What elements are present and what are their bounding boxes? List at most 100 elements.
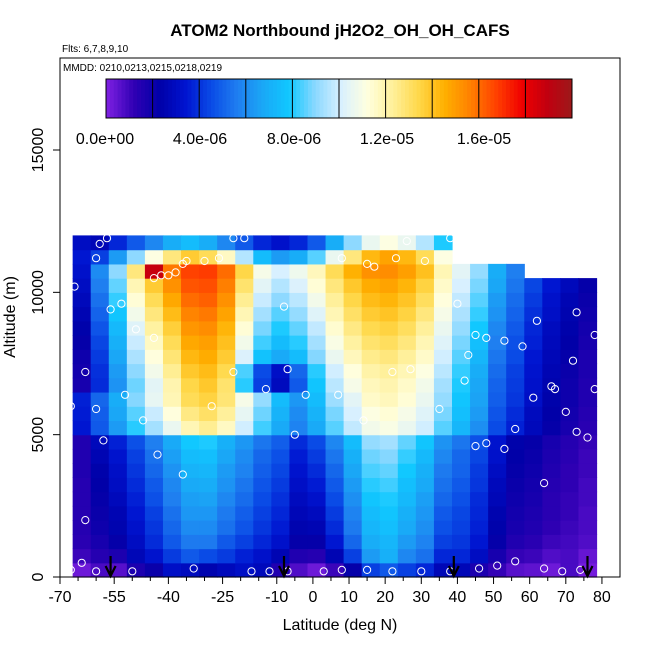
heatmap-cell: [289, 306, 309, 322]
heatmap-cell: [199, 278, 218, 293]
colorbar-segment: [560, 79, 565, 118]
heatmap-cell: [289, 263, 309, 279]
heatmap-cell: [181, 306, 200, 322]
heatmap-cell: [162, 505, 182, 521]
heatmap-cell: [271, 434, 291, 450]
heatmap-cell: [253, 335, 272, 350]
heatmap-cell: [199, 434, 218, 450]
heatmap-cell: [72, 406, 92, 422]
heatmap-cell: [253, 320, 272, 336]
heatmap-cell: [361, 548, 381, 564]
heatmap-cell: [343, 292, 363, 308]
heatmap-cell: [253, 278, 272, 293]
colorbar-segment: [451, 79, 456, 118]
heatmap-cell: [506, 335, 525, 350]
heatmap-cell: [108, 548, 128, 564]
colorbar-segment: [478, 79, 484, 118]
heatmap-cell: [181, 548, 200, 564]
colorbar-segment: [494, 79, 499, 118]
heatmap-cell: [253, 363, 272, 379]
heatmap-cell: [199, 448, 218, 464]
heatmap-cell: [181, 335, 200, 350]
heatmap-cell: [397, 520, 417, 535]
heatmap-cell: [488, 463, 507, 478]
x-tick-label: 0: [308, 589, 317, 606]
observation-point: [558, 567, 567, 576]
heatmap-cell: [488, 349, 507, 365]
heatmap-cell: [271, 420, 291, 436]
colorbar-segment: [269, 79, 274, 118]
heatmap-cell: [108, 377, 128, 393]
heatmap-cell: [560, 377, 580, 393]
heatmap-cell: [343, 448, 363, 464]
heatmap-cell: [108, 391, 128, 407]
colorbar-segment: [397, 79, 402, 118]
heatmap-cell: [144, 420, 164, 436]
heatmap-cell: [199, 491, 218, 507]
heatmap-cell: [452, 434, 471, 450]
heatmap-cells: [72, 235, 598, 578]
heatmap-cell: [361, 235, 381, 251]
heatmap-cell: [470, 562, 489, 578]
colorbar-segment: [505, 79, 511, 118]
heatmap-cell: [144, 434, 164, 450]
heatmap-cell: [307, 278, 327, 293]
observation-point: [283, 365, 292, 374]
colorbar-segment: [172, 79, 177, 118]
observation-points: [59, 234, 607, 576]
heatmap-cell: [343, 491, 363, 507]
colorbar-segment: [568, 79, 573, 118]
heatmap-cell: [560, 505, 580, 521]
heatmap-cell: [379, 505, 399, 521]
colorbar-segment: [210, 79, 216, 118]
heatmap-cell: [162, 548, 182, 564]
heatmap-cell: [542, 377, 561, 393]
heatmap-cell: [452, 534, 471, 550]
heatmap-cell: [72, 477, 92, 493]
heatmap-cell: [253, 477, 272, 493]
heatmap-cell: [289, 463, 309, 478]
heatmap-cell: [452, 349, 471, 365]
observation-point: [388, 367, 397, 377]
heatmap-cell: [488, 363, 507, 379]
heatmap-cell: [415, 263, 435, 279]
heatmap-cell: [90, 548, 110, 564]
observation-point: [471, 442, 480, 451]
colorbar: 0.0e+00 4.0e-06 8.0e-06 1.2e-05 1.6e-05: [76, 78, 573, 148]
heatmap-cell: [199, 420, 218, 436]
heatmap-cell: [271, 406, 291, 422]
heatmap-cell: [361, 406, 381, 422]
colorbar-segment: [164, 79, 169, 118]
heatmap-cell: [415, 420, 435, 436]
observation-point: [189, 564, 198, 573]
heatmap-cell: [253, 448, 272, 464]
heatmap-cell: [343, 335, 363, 350]
x-tick-label: -10: [265, 589, 288, 606]
heatmap-cell: [126, 377, 146, 393]
heatmap-cell: [578, 363, 598, 379]
colorbar-segment: [140, 79, 146, 118]
heatmap-cell: [415, 491, 435, 507]
heatmap-cell: [488, 562, 507, 578]
heatmap-cell: [144, 278, 164, 293]
heatmap-cell: [415, 448, 435, 464]
heatmap-cell: [108, 335, 128, 350]
colorbar-segment: [354, 79, 359, 118]
heatmap-cell: [253, 520, 272, 535]
heatmap-cell: [397, 306, 417, 322]
heatmap-cell: [397, 377, 417, 393]
heatmap-cell: [488, 406, 507, 422]
heatmap-cell: [253, 235, 272, 251]
heatmap-cell: [361, 391, 381, 407]
heatmap-cell: [542, 349, 561, 365]
heatmap-cell: [415, 406, 435, 422]
heatmap-cell: [144, 477, 164, 493]
observation-point: [319, 567, 328, 576]
heatmap-cell: [379, 391, 399, 407]
observation-point: [518, 342, 527, 351]
heatmap-cell: [524, 349, 543, 365]
heatmap-cell: [126, 249, 146, 265]
colorbar-segment: [521, 79, 526, 118]
observation-point: [149, 274, 158, 283]
observation-point: [568, 356, 578, 365]
